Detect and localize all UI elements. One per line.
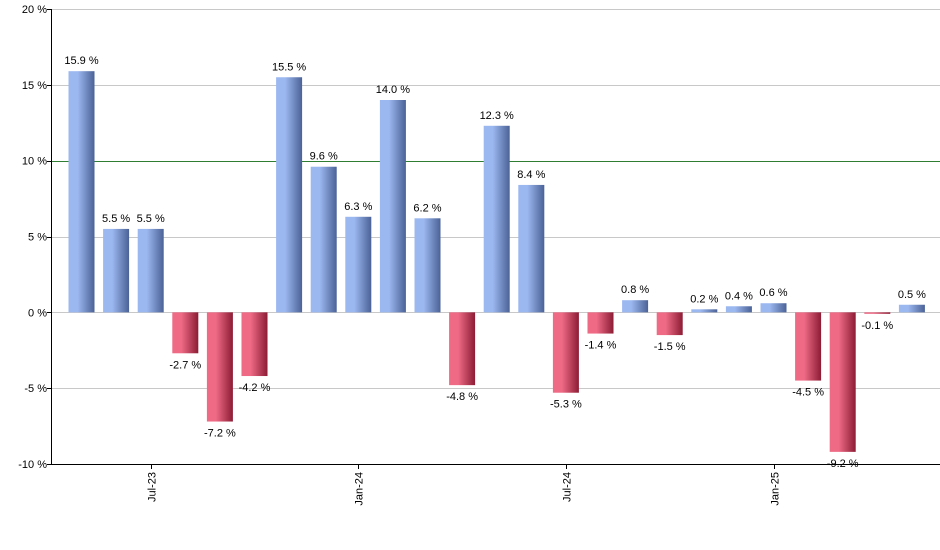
data-label: 12.3 % <box>480 110 514 122</box>
data-label: -4.8 % <box>446 391 478 403</box>
bar <box>172 312 199 354</box>
bar <box>310 166 337 313</box>
bar <box>587 312 614 334</box>
data-label: 0.2 % <box>690 293 718 305</box>
x-tick-labels: Jul-23 Jan-24 Jul-24 Jan-25 <box>147 464 782 506</box>
y-tick-label: 10 % <box>22 156 47 168</box>
y-tick-label: 15 % <box>22 80 47 92</box>
data-label: 6.2 % <box>413 202 441 214</box>
bar <box>829 312 856 452</box>
bar <box>241 312 268 377</box>
bar <box>760 303 787 313</box>
bar <box>622 300 649 313</box>
data-label: 5.5 % <box>102 213 130 225</box>
data-label: 15.9 % <box>64 55 98 67</box>
data-label: -5.3 % <box>550 399 582 411</box>
bar <box>656 312 683 336</box>
bar <box>725 306 752 313</box>
x-tick-label: Jan-25 <box>770 472 782 506</box>
y-tick-label: -5 % <box>24 383 47 395</box>
y-tick-labels: 20 % 15 % 10 % 5 % 0 % -5 % -10 % <box>18 4 51 471</box>
data-label: -2.7 % <box>169 359 201 371</box>
bar <box>898 304 925 313</box>
y-tick-label: 5 % <box>28 232 47 244</box>
bars <box>68 71 925 452</box>
data-label: -9.2 % <box>827 458 859 470</box>
data-label: -0.1 % <box>861 320 893 332</box>
data-label: 0.8 % <box>621 284 649 296</box>
bar <box>68 71 95 313</box>
data-label: -1.5 % <box>654 341 686 353</box>
bar <box>345 216 372 313</box>
data-label: 14.0 % <box>376 84 410 96</box>
x-tick-label: Jul-24 <box>562 472 574 502</box>
data-label: -1.4 % <box>585 340 617 352</box>
axes <box>51 9 940 465</box>
x-tick-label: Jul-23 <box>147 472 159 502</box>
data-label: 0.6 % <box>759 287 787 299</box>
data-label: -4.5 % <box>792 387 824 399</box>
bar <box>276 77 303 313</box>
y-tick-label: 0 % <box>28 307 47 319</box>
data-label: 15.5 % <box>272 61 306 73</box>
y-tick-label: -10 % <box>18 459 47 471</box>
bar <box>691 309 718 313</box>
bar <box>137 228 164 313</box>
bar <box>483 125 510 313</box>
data-label: 8.4 % <box>517 169 545 181</box>
data-label: -7.2 % <box>204 428 236 440</box>
bar <box>795 312 822 381</box>
bar <box>864 312 891 314</box>
data-label: 9.6 % <box>310 151 338 163</box>
bar <box>518 184 545 313</box>
bar <box>552 312 579 393</box>
bar <box>414 218 441 313</box>
bar <box>379 100 406 313</box>
data-label: -4.2 % <box>239 382 271 394</box>
y-tick-label: 20 % <box>22 4 47 16</box>
data-label: 0.4 % <box>725 290 753 302</box>
bar <box>103 228 130 313</box>
data-label: 6.3 % <box>344 201 372 213</box>
bar <box>206 312 233 422</box>
x-tick-label: Jan-24 <box>354 472 366 506</box>
bar <box>449 312 476 386</box>
data-labels: 15.9 % 5.5 % 5.5 % -2.7 % -7.2 % -4.2 % 15.5 %… <box>64 55 926 470</box>
data-label: 0.5 % <box>898 289 926 301</box>
data-label: 5.5 % <box>137 213 165 225</box>
